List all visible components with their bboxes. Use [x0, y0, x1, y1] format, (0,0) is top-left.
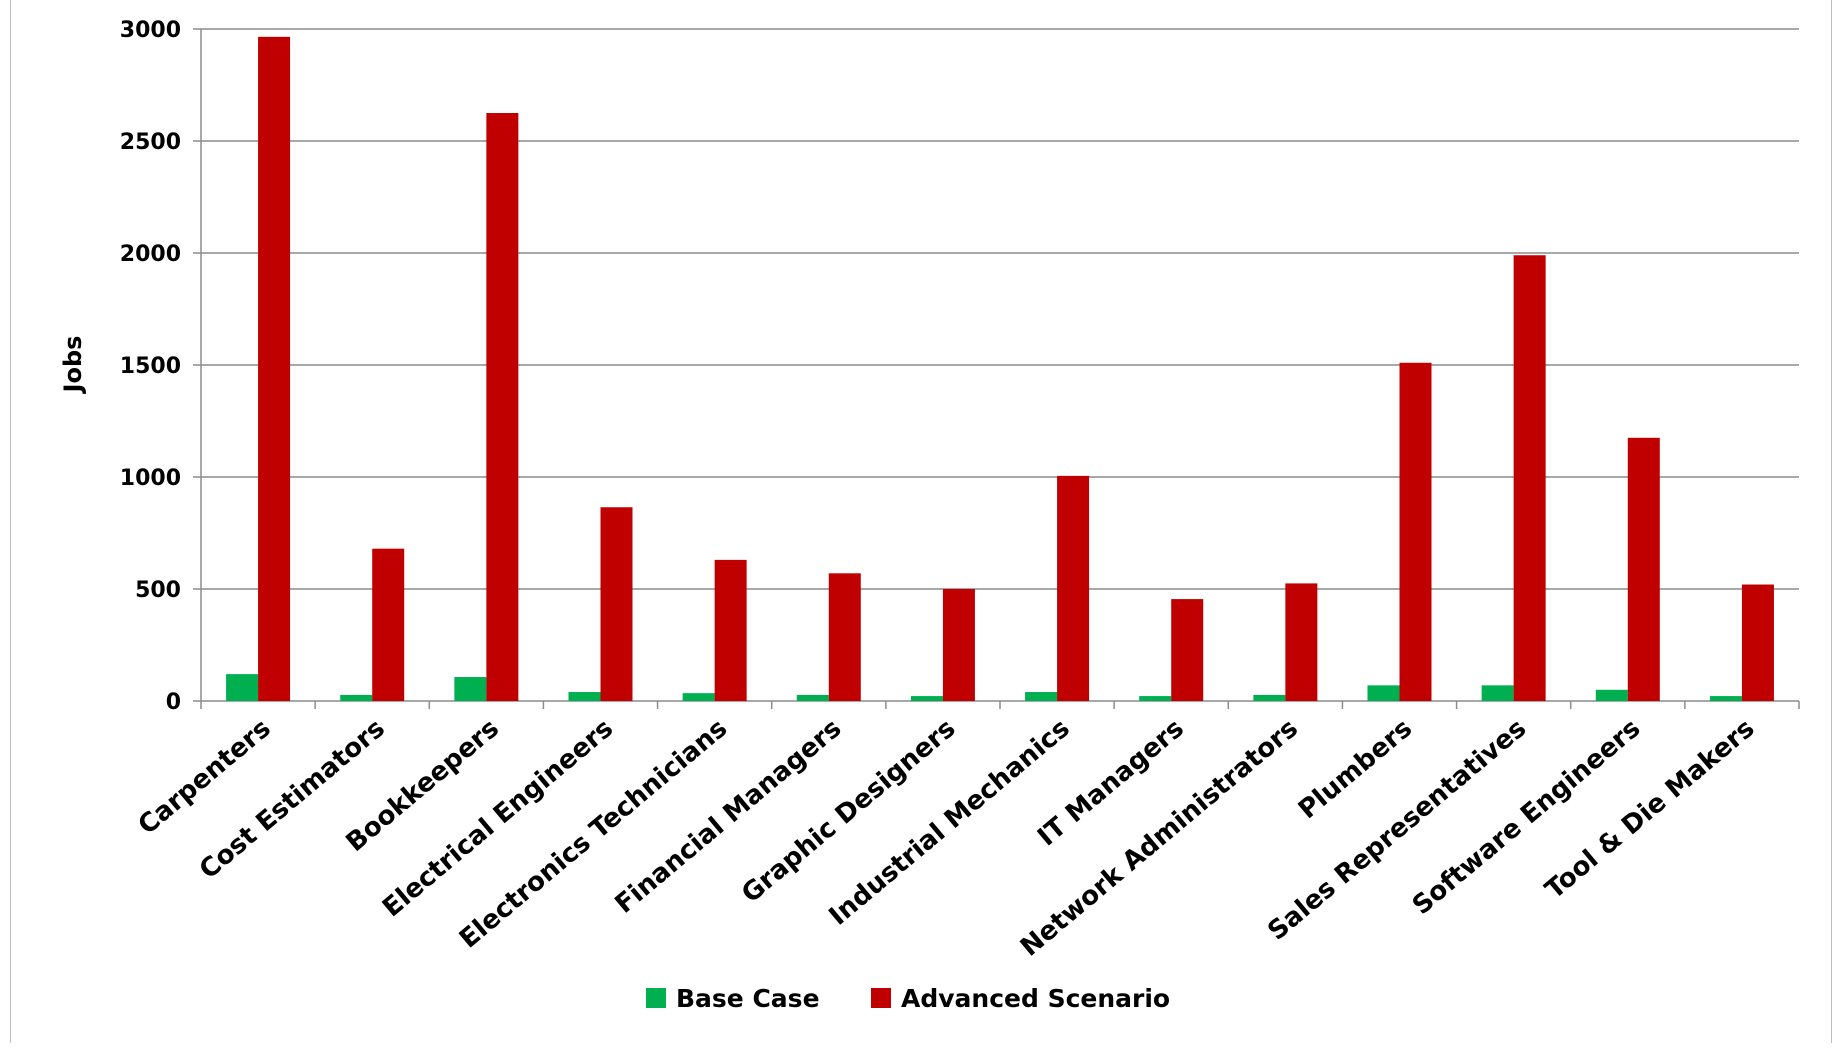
- x-tick-label: Tool & Die Makers: [1540, 713, 1761, 905]
- legend-label: Advanced Scenario: [901, 984, 1170, 1013]
- y-axis-label: Jobs: [59, 336, 87, 395]
- legend-swatch: [871, 988, 891, 1008]
- bar-advanced-scenario: [1513, 255, 1546, 702]
- bar-base-case: [682, 693, 715, 701]
- bar-base-case: [1481, 685, 1514, 701]
- bar-base-case: [1367, 685, 1400, 701]
- x-tick-label: Financial Managers: [610, 713, 848, 919]
- bar-base-case: [568, 692, 601, 701]
- x-tick-label: Software Engineers: [1407, 713, 1646, 921]
- bars: [226, 36, 1774, 702]
- bar-base-case: [1025, 692, 1058, 701]
- bar-advanced-scenario: [1057, 475, 1090, 701]
- bar-base-case: [910, 696, 943, 701]
- bar-chart: 0 500 1000 1500 2000 2500 3000 CarpentersCost …: [59, 18, 1800, 1013]
- bar-advanced-scenario: [1627, 437, 1660, 701]
- legend: Base Case Advanced Scenario: [646, 984, 1170, 1013]
- bar-advanced-scenario: [714, 559, 747, 701]
- bar-advanced-scenario: [258, 36, 291, 701]
- bar-base-case: [1253, 694, 1286, 701]
- chart-frame: 0 500 1000 1500 2000 2500 3000 Carpenters Cost …: [10, 0, 1832, 1043]
- y-tick-label: 1000: [120, 466, 181, 491]
- bar-advanced-scenario: [828, 573, 861, 701]
- y-tick-labels: 0 500 1000 1500 2000 2500 3000: [120, 18, 181, 715]
- y-tick-label: 500: [135, 578, 181, 603]
- bar-base-case: [226, 674, 259, 701]
- legend-swatch: [646, 988, 666, 1008]
- bar-base-case: [340, 694, 373, 701]
- bar-advanced-scenario: [1171, 599, 1204, 701]
- bar-advanced-scenario: [486, 113, 519, 701]
- y-tick-label: 3000: [120, 18, 181, 43]
- bar-advanced-scenario: [1285, 583, 1318, 701]
- legend-label: Base Case: [676, 984, 820, 1013]
- y-tick-label: 2000: [120, 242, 181, 267]
- bar-base-case: [1595, 689, 1628, 701]
- y-tick-label: 0: [166, 690, 181, 715]
- bar-base-case: [796, 694, 829, 701]
- bar-advanced-scenario: [600, 507, 633, 701]
- x-tick-label: Cost Estimators: [194, 713, 391, 885]
- bar-base-case: [1709, 696, 1742, 701]
- x-tick-label: Electrical Engineers: [377, 713, 619, 923]
- gridlines: [201, 28, 1799, 590]
- bar-advanced-scenario: [1399, 362, 1432, 701]
- axes: [193, 28, 1800, 709]
- bar-advanced-scenario: [1741, 584, 1774, 701]
- bar-advanced-scenario: [942, 589, 975, 701]
- x-tick-label: Graphic Designers: [736, 713, 961, 909]
- bar-advanced-scenario: [372, 548, 405, 701]
- bar-base-case: [454, 677, 487, 701]
- bar-base-case: [1139, 696, 1172, 701]
- y-tick-label: 1500: [120, 354, 181, 379]
- y-tick-label: 2500: [120, 130, 181, 155]
